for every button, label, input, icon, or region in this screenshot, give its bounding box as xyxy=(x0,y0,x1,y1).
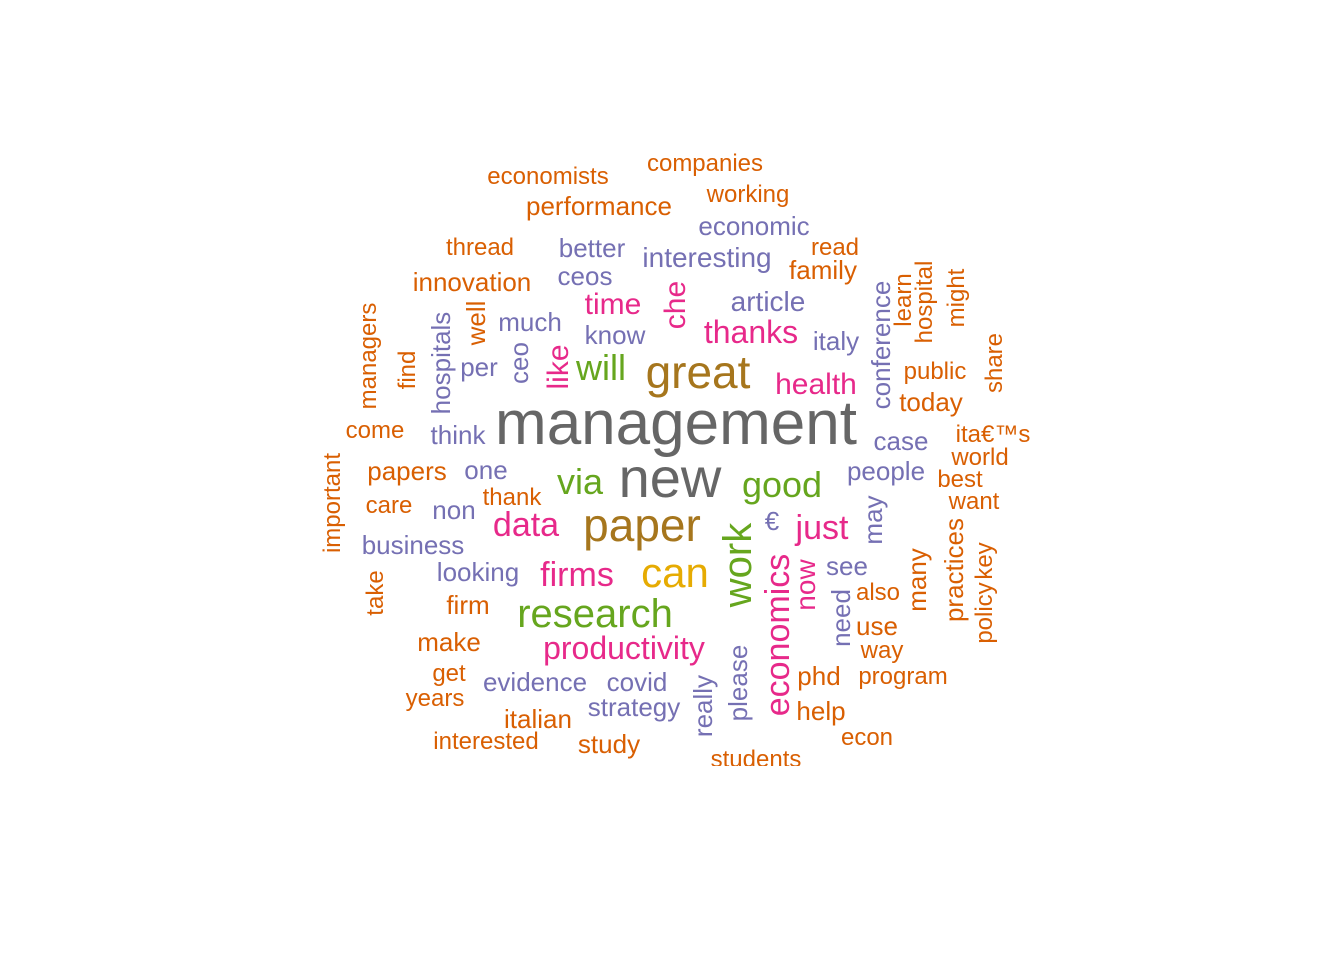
cloud-word-years: years xyxy=(405,685,465,712)
cloud-word-ita-s: ita€™s xyxy=(955,421,1031,448)
cloud-word-innovation: innovation xyxy=(412,267,532,297)
cloud-word-just: just xyxy=(795,509,849,547)
cloud-word-best: best xyxy=(937,466,983,493)
cloud-word-practices: practices xyxy=(939,517,969,623)
cloud-word-think: think xyxy=(430,420,486,450)
cloud-word-get: get xyxy=(432,660,466,687)
cloud-word-health: health xyxy=(775,368,857,401)
cloud-word-use: use xyxy=(856,611,898,641)
cloud-word-via: via xyxy=(556,461,604,502)
cloud-word-better: better xyxy=(558,233,626,263)
cloud-word-may: may xyxy=(858,495,888,545)
cloud-word-public: public xyxy=(903,358,967,385)
cloud-word-take: take xyxy=(362,570,389,616)
cloud-word-like: like xyxy=(542,344,575,390)
cloud-word-performance: performance xyxy=(526,191,672,221)
cloud-word-way: way xyxy=(860,637,904,664)
cloud-word-managers: managers xyxy=(355,302,382,410)
cloud-word-family: family xyxy=(789,255,857,285)
cloud-word-econ: econ xyxy=(840,724,894,751)
cloud-word-will: will xyxy=(576,347,626,388)
cloud-word-well: well xyxy=(461,300,491,346)
cloud-word-also: also xyxy=(855,579,901,606)
cloud-word-symbol: € xyxy=(764,506,780,536)
cloud-word-business: business xyxy=(361,530,465,560)
cloud-word-companies: companies xyxy=(646,150,764,177)
cloud-word-ceo: ceo xyxy=(504,342,534,384)
cloud-word-need: need xyxy=(826,589,856,647)
cloud-word-know: know xyxy=(584,320,646,350)
cloud-word-see: see xyxy=(826,551,868,581)
cloud-word-students: students xyxy=(710,746,802,767)
cloud-word-looking: looking xyxy=(436,557,520,587)
cloud-word-now: now xyxy=(790,559,821,611)
cloud-word-che: che xyxy=(659,280,692,330)
cloud-word-time: time xyxy=(584,288,642,321)
cloud-word-key: key xyxy=(971,542,998,580)
word-cloud-area: management new paper great can research work go… xyxy=(319,150,1031,767)
cloud-word-productivity: productivity xyxy=(543,630,705,666)
cloud-word-covid: covid xyxy=(606,667,668,697)
cloud-word-interesting: interesting xyxy=(642,242,772,273)
cloud-word-many: many xyxy=(902,548,932,612)
cloud-word-thanks: thanks xyxy=(703,314,799,350)
cloud-word-important: important xyxy=(319,452,346,554)
cloud-word-economic: economic xyxy=(698,211,810,241)
cloud-word-management: management xyxy=(495,389,857,458)
cloud-word-please: please xyxy=(723,644,753,722)
cloud-word-program: program xyxy=(858,663,948,690)
cloud-word-one: one xyxy=(464,455,508,485)
cloud-word-good: good xyxy=(741,464,823,505)
cloud-word-come: come xyxy=(345,417,405,444)
cloud-word-strategy: strategy xyxy=(587,692,681,722)
cloud-word-phd: phd xyxy=(797,661,841,691)
cloud-word-really: really xyxy=(688,674,718,738)
cloud-word-papers: papers xyxy=(367,456,447,486)
cloud-word-evidence: evidence xyxy=(482,667,588,697)
cloud-word-can: can xyxy=(641,549,709,596)
cloud-word-might: might xyxy=(943,268,970,328)
cloud-word-thank: thank xyxy=(482,484,542,511)
cloud-word-working: working xyxy=(706,181,790,208)
cloud-word-care: care xyxy=(365,492,413,519)
cloud-word-interested: interested xyxy=(433,728,539,755)
cloud-word-great: great xyxy=(645,346,751,398)
cloud-word-data: data xyxy=(492,506,560,544)
cloud-word-italy: italy xyxy=(812,326,860,356)
cloud-word-italian: italian xyxy=(504,704,572,734)
cloud-word-economists: economists xyxy=(487,163,609,190)
cloud-word-work: work xyxy=(716,522,760,608)
cloud-word-people: people xyxy=(846,456,926,486)
cloud-word-firm: firm xyxy=(446,590,490,620)
cloud-word-firms: firms xyxy=(540,556,614,594)
cloud-word-policy: policy xyxy=(971,582,998,644)
cloud-word-study: study xyxy=(577,729,641,759)
cloud-word-paper: paper xyxy=(583,499,701,551)
cloud-word-research: research xyxy=(517,592,673,636)
cloud-word-today: today xyxy=(899,387,963,417)
cloud-word-find: find xyxy=(394,350,421,390)
cloud-word-share: share xyxy=(981,332,1008,394)
cloud-word-want: want xyxy=(948,488,1000,515)
cloud-word-hospital: hospital xyxy=(911,260,938,344)
cloud-word-hospitals: hospitals xyxy=(426,311,456,415)
cloud-word-non: non xyxy=(432,495,476,525)
cloud-word-per: per xyxy=(460,352,498,382)
cloud-word-world: world xyxy=(951,444,1009,471)
cloud-word-thread: thread xyxy=(445,234,515,261)
cloud-word-make: make xyxy=(417,627,481,657)
cloud-word-new: new xyxy=(618,446,722,509)
cloud-word-article: article xyxy=(730,286,806,317)
cloud-word-much: much xyxy=(498,307,562,337)
cloud-word-case: case xyxy=(873,426,929,456)
cloud-word-ceos: ceos xyxy=(557,261,613,291)
cloud-word-read: read xyxy=(810,234,860,261)
cloud-word-help: help xyxy=(796,696,846,726)
